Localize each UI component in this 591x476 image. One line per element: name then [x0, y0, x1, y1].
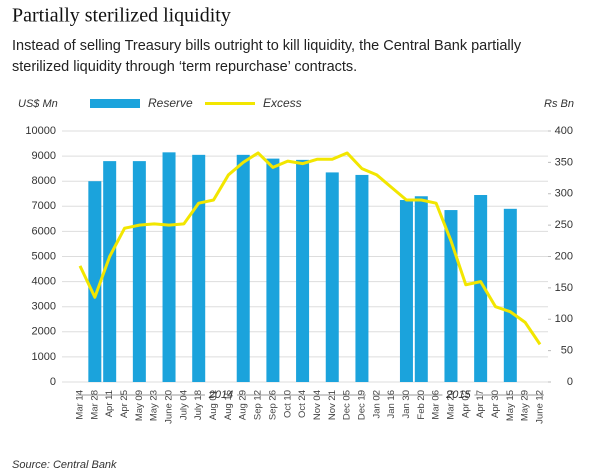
x-tick-label: July 18 [193, 390, 204, 420]
y2-tick-label: 50 [561, 345, 573, 357]
bar [399, 200, 413, 382]
year-label: 2015 [445, 389, 471, 401]
x-tick-label: Mar 06 [431, 390, 442, 420]
bar [296, 159, 310, 382]
bar [88, 181, 102, 382]
y-tick-label: 3000 [32, 301, 56, 313]
x-tick-label: Mar 14 [75, 390, 86, 420]
bar [236, 154, 250, 382]
y2-tick-label: 0 [567, 376, 573, 388]
y-tick-label: 9000 [32, 150, 56, 162]
x-tick-label: Oct 10 [282, 390, 293, 418]
x-tick-label: Sep 26 [267, 390, 278, 420]
y2-tick-label: 250 [555, 219, 573, 231]
bar [474, 195, 488, 382]
x-tick-label: Aug 01 [208, 390, 219, 420]
subtitle-line: sterilized liquidity through ‘term repur… [12, 59, 357, 75]
x-tick-label: Aug 15 [223, 390, 234, 420]
y-tick-label: 10000 [25, 125, 56, 137]
x-tick-label: Nov 04 [312, 390, 323, 420]
subtitle-line: Instead of selling Treasury bills outrig… [12, 38, 522, 54]
bar [162, 152, 176, 382]
x-tick-label: Mar 20 [445, 390, 456, 420]
legend-label: Excess [263, 96, 302, 110]
x-tick-label: May 29 [520, 390, 531, 421]
x-tick-label: May 15 [505, 390, 516, 421]
x-tick-label: Jan 16 [386, 390, 397, 419]
bar [355, 174, 369, 382]
bar [266, 158, 280, 382]
x-tick-label: Jan 30 [401, 390, 412, 419]
y-tick-label: 4000 [32, 276, 56, 288]
x-tick-label: Nov 21 [327, 390, 338, 420]
x-tick-label: June 20 [164, 390, 175, 424]
bar [444, 210, 458, 382]
x-tick-label: Jan 02 [371, 390, 382, 419]
y-tick-label: 2000 [32, 326, 56, 338]
x-tick-label: Apr 30 [490, 390, 501, 418]
bar [503, 208, 517, 382]
bar [325, 172, 339, 382]
x-tick-label: Dec 05 [342, 390, 353, 420]
bar [103, 161, 117, 382]
y2-tick-label: 200 [555, 250, 573, 262]
x-tick-label: Sep 12 [253, 390, 264, 420]
y2-tick-label: 350 [555, 156, 573, 168]
y-axis-label: US$ Mn [18, 98, 58, 110]
x-tick-label: Apr 11 [104, 390, 115, 417]
y2-tick-label: 150 [555, 282, 573, 294]
x-tick-label: Dec 19 [356, 390, 367, 420]
y2-tick-label: 400 [555, 125, 573, 137]
y2-tick-label: 300 [555, 188, 573, 200]
source-note: Source: Central Bank [12, 459, 117, 471]
y-tick-label: 6000 [32, 225, 56, 237]
x-tick-label: May 09 [134, 390, 145, 421]
x-tick-label: June 12 [535, 390, 546, 424]
year-label: 2014 [208, 389, 233, 401]
y-tick-label: 5000 [32, 250, 56, 262]
y-tick-label: 8000 [32, 175, 56, 187]
chart-title: Partially sterilized liquidity [12, 5, 231, 27]
legend-label: Reserve [148, 96, 193, 110]
y-tick-label: 0 [50, 376, 56, 388]
y2-tick-label: 100 [555, 313, 573, 325]
legend-swatch [90, 99, 140, 108]
x-tick-label: Oct 24 [297, 390, 308, 418]
x-tick-label: Mar 28 [89, 390, 100, 420]
y-tick-label: 1000 [32, 351, 56, 363]
x-tick-label: Apr 17 [475, 390, 486, 418]
x-tick-label: May 23 [149, 390, 160, 421]
y-tick-label: 7000 [32, 200, 56, 212]
x-tick-label: Feb 20 [416, 390, 427, 420]
bar [414, 196, 428, 382]
x-tick-label: Apr 02 [460, 390, 471, 418]
bar [192, 154, 206, 382]
y2-axis-label: Rs Bn [544, 98, 574, 110]
x-tick-label: Apr 25 [119, 390, 130, 418]
line [78, 151, 542, 346]
x-tick-label: Aug 29 [238, 390, 249, 420]
bar [132, 161, 146, 382]
x-tick-label: July 04 [178, 390, 189, 420]
